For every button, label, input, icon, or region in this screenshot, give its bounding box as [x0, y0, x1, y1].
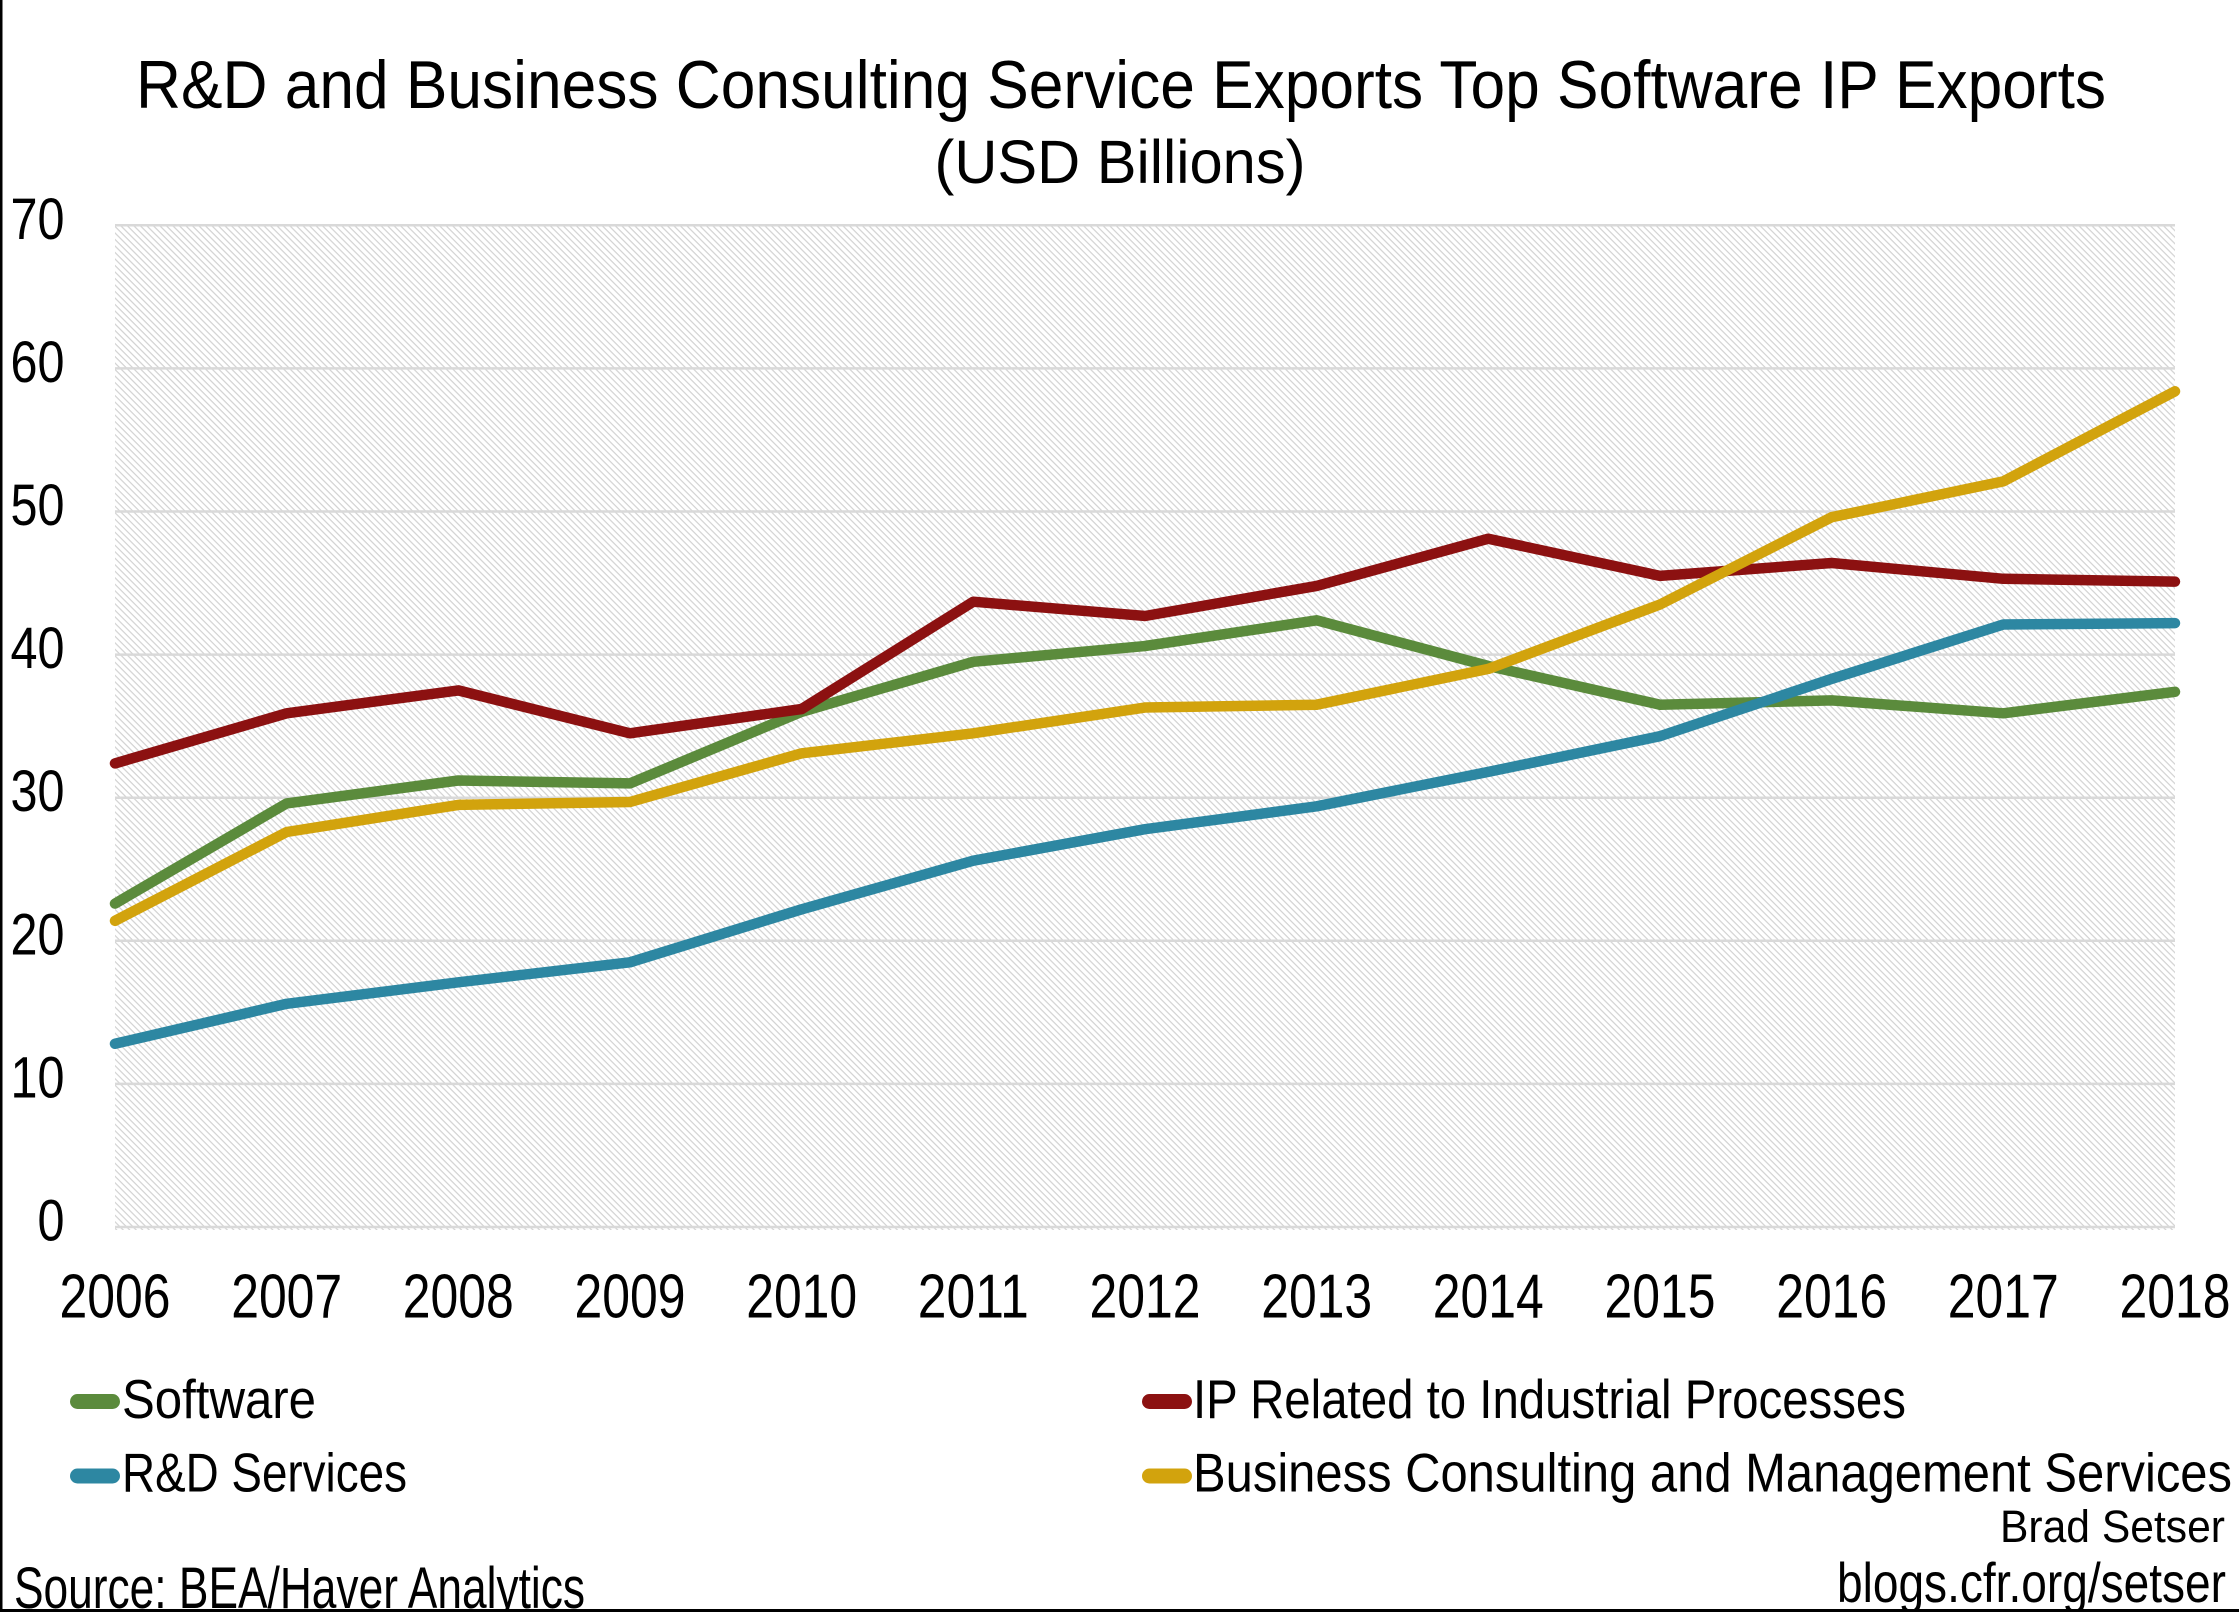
svg-text:2009: 2009 — [575, 1263, 686, 1332]
svg-text:10: 10 — [11, 1045, 65, 1110]
svg-text:70: 70 — [11, 187, 65, 252]
svg-text:Business Consulting and Manage: Business Consulting and Management Servi… — [1193, 1442, 2232, 1504]
svg-text:blogs.cfr.org/setser: blogs.cfr.org/setser — [1837, 1551, 2226, 1612]
svg-text:20: 20 — [11, 902, 65, 967]
svg-text:2013: 2013 — [1261, 1263, 1372, 1332]
svg-text:2010: 2010 — [746, 1263, 857, 1332]
svg-text:2007: 2007 — [231, 1263, 342, 1332]
svg-text:2008: 2008 — [403, 1263, 514, 1332]
svg-text:2012: 2012 — [1090, 1263, 1201, 1332]
svg-text:2015: 2015 — [1605, 1263, 1716, 1332]
svg-text:2017: 2017 — [1948, 1263, 2059, 1332]
svg-text:Source: BEA/Haver Analytics: Source: BEA/Haver Analytics — [14, 1556, 585, 1612]
svg-text:2014: 2014 — [1433, 1263, 1544, 1332]
svg-text:R&D Services: R&D Services — [122, 1442, 407, 1504]
svg-text:(USD Billions): (USD Billions) — [935, 128, 1306, 196]
svg-text:0: 0 — [38, 1189, 65, 1254]
svg-text:50: 50 — [11, 473, 65, 538]
svg-text:30: 30 — [11, 759, 65, 824]
svg-text:60: 60 — [11, 330, 65, 395]
svg-text:Brad Setser: Brad Setser — [2000, 1501, 2225, 1552]
svg-text:2018: 2018 — [2120, 1263, 2231, 1332]
svg-text:IP Related to Industrial Proce: IP Related to Industrial Processes — [1193, 1368, 1906, 1430]
svg-text:2011: 2011 — [918, 1263, 1029, 1332]
svg-text:40: 40 — [11, 616, 65, 681]
svg-text:2016: 2016 — [1776, 1263, 1887, 1332]
svg-text:Software: Software — [122, 1368, 316, 1430]
svg-text:R&D and Business Consulting Se: R&D and Business Consulting Service Expo… — [136, 47, 2106, 123]
svg-text:2006: 2006 — [60, 1263, 171, 1332]
